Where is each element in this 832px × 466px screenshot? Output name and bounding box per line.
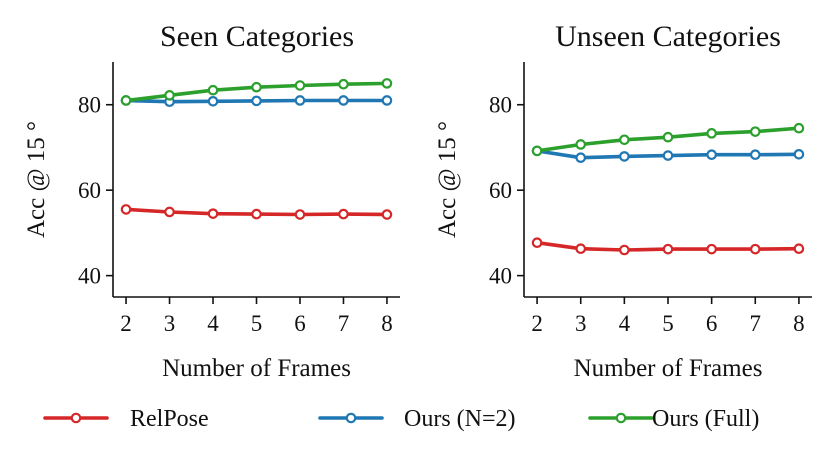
x-axis-label: Number of Frames bbox=[574, 355, 763, 382]
series-ours-n-2 bbox=[531, 145, 805, 164]
data-point bbox=[793, 122, 805, 134]
legend-marker bbox=[70, 412, 82, 424]
data-point bbox=[793, 148, 805, 160]
y-axis-label: Acc @ 15 ° bbox=[23, 121, 50, 238]
data-point bbox=[251, 81, 262, 93]
data-point bbox=[381, 95, 393, 106]
data-point bbox=[619, 134, 630, 146]
data-point bbox=[706, 243, 717, 255]
x-tick-label: 7 bbox=[338, 311, 350, 336]
data-point bbox=[575, 139, 587, 150]
x-axis-label: Number of Frames bbox=[162, 355, 351, 382]
chart-panel-2: Unseen Categories 2 3 4 5 6 7 8 40 60 80 Number of … bbox=[434, 20, 812, 382]
data-point bbox=[749, 149, 761, 161]
x-tick-label: 2 bbox=[120, 311, 132, 336]
data-point bbox=[793, 243, 805, 255]
y-axis-label: Acc @ 15 ° bbox=[434, 121, 461, 238]
legend-label: Ours (Full) bbox=[652, 406, 759, 432]
y-tick-label: 40 bbox=[489, 264, 512, 289]
series-relpose bbox=[531, 237, 805, 256]
x-tick-label: 6 bbox=[706, 311, 718, 336]
data-point bbox=[338, 95, 349, 106]
legend-marker bbox=[345, 412, 357, 424]
data-point bbox=[251, 208, 262, 220]
data-point bbox=[120, 95, 132, 106]
y-tick-label: 60 bbox=[78, 178, 101, 203]
legend-marker bbox=[615, 412, 627, 424]
legend-item: RelPose bbox=[43, 406, 209, 432]
data-point bbox=[381, 209, 393, 220]
legend-label: Ours (N=2) bbox=[404, 406, 516, 432]
data-point bbox=[251, 95, 262, 107]
x-tick-label: 3 bbox=[575, 311, 587, 336]
x-tick-label: 8 bbox=[381, 311, 393, 336]
legend-item: Ours (N=2) bbox=[318, 406, 516, 432]
y-tick-label: 40 bbox=[78, 264, 101, 289]
data-point bbox=[619, 151, 630, 162]
data-point bbox=[294, 80, 306, 91]
data-point bbox=[706, 128, 717, 139]
legend-label: RelPose bbox=[130, 406, 209, 432]
data-point bbox=[294, 209, 306, 220]
data-point bbox=[662, 150, 674, 161]
data-point bbox=[749, 126, 761, 137]
y-tick-label: 80 bbox=[78, 93, 101, 118]
data-point bbox=[619, 244, 630, 256]
series-relpose bbox=[120, 204, 393, 220]
data-point bbox=[575, 243, 587, 255]
legend-item: Ours (Full) bbox=[588, 406, 759, 432]
data-point bbox=[338, 208, 349, 220]
data-point bbox=[706, 149, 717, 161]
x-tick-label: 4 bbox=[207, 311, 219, 336]
x-tick-label: 4 bbox=[619, 311, 631, 336]
legend: RelPose Ours (N=2) Ours (Full) bbox=[43, 406, 759, 432]
x-tick-label: 2 bbox=[531, 311, 543, 336]
data-point bbox=[207, 96, 219, 107]
data-point bbox=[381, 78, 393, 89]
data-point bbox=[749, 243, 761, 255]
data-point bbox=[120, 204, 132, 215]
chart-title: Unseen Categories bbox=[555, 20, 781, 53]
chart-panel-1: Seen Categories 2 3 4 5 6 7 8 40 60 80 Number of Fr… bbox=[23, 20, 400, 382]
x-tick-label: 8 bbox=[793, 311, 805, 336]
x-tick-label: 6 bbox=[294, 311, 306, 336]
data-point bbox=[575, 152, 587, 164]
x-tick-label: 5 bbox=[251, 311, 263, 336]
series-ours-full bbox=[531, 122, 805, 157]
data-point bbox=[338, 78, 349, 90]
data-point bbox=[207, 84, 219, 96]
data-point bbox=[531, 145, 543, 157]
x-tick-label: 7 bbox=[750, 311, 762, 336]
data-point bbox=[164, 206, 175, 218]
x-tick-label: 5 bbox=[662, 311, 674, 336]
y-tick-label: 80 bbox=[489, 93, 512, 118]
x-tick-label: 3 bbox=[164, 311, 176, 336]
data-point bbox=[662, 131, 674, 143]
y-tick-label: 60 bbox=[489, 178, 512, 203]
series-ours-full bbox=[120, 78, 393, 106]
data-point bbox=[207, 208, 219, 219]
data-point bbox=[531, 237, 543, 249]
data-point bbox=[662, 243, 674, 255]
data-point bbox=[164, 90, 175, 101]
data-point bbox=[294, 95, 306, 106]
chart-title: Seen Categories bbox=[160, 20, 354, 53]
